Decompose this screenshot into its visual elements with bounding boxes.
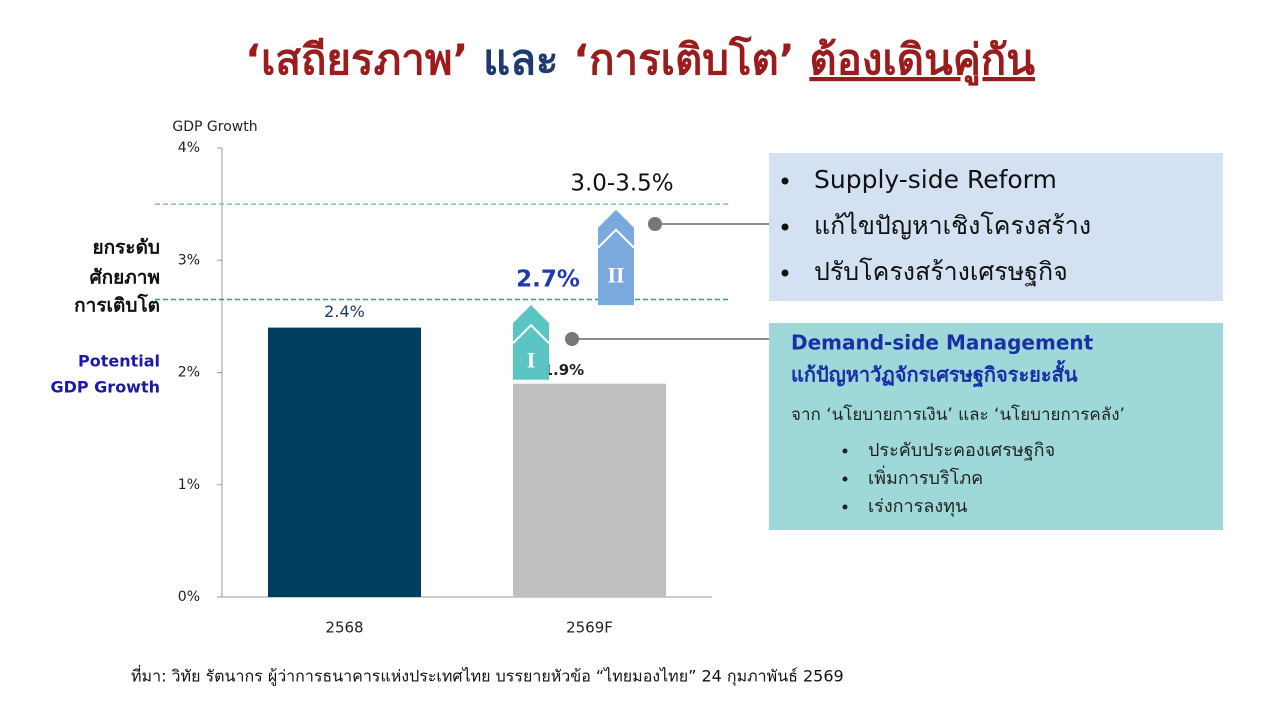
panel-heading: Demand-side Management [791, 331, 1094, 355]
panel-bullet: Supply-side Reform [814, 165, 1057, 194]
panel-bullet: แก้ไขปัญหาเชิงโครงสร้าง [814, 211, 1091, 240]
y-tick-label: 0% [178, 589, 200, 605]
y-tick-label: 3% [178, 252, 200, 268]
title-part: ‘การเติบโต’ [573, 35, 795, 84]
x-tick-label: 2568 [325, 619, 363, 637]
bullet [842, 504, 848, 510]
bullet [781, 269, 789, 277]
panel [769, 323, 1223, 530]
panel-bullet: ประคับประคองเศรษฐกิจ [868, 440, 1055, 461]
increment-label: II [607, 262, 624, 287]
increment-arrow [598, 209, 634, 306]
panel-bullet: เพิ่มการบริโภค [868, 465, 983, 489]
panel [769, 153, 1223, 301]
title-part: ‘เสถียรภาพ’ [245, 35, 468, 84]
bullet [842, 476, 848, 482]
increment-arrow [513, 305, 549, 380]
panel-bullet: เร่งการลงทุน [868, 496, 967, 517]
panel-subheading: จาก ‘นโยบายการเงิน’ และ ‘นโยบายการคลัง’ [791, 404, 1125, 425]
y-axis-label: GDP Growth [172, 119, 257, 135]
side-label: GDP Growth [50, 378, 160, 397]
arrow-chevron [597, 228, 635, 249]
connector-dot [648, 217, 662, 231]
panel-heading: แก้ปัญหาวัฏจักรเศรษฐกิจระยะสั้น [791, 360, 1078, 389]
increment-label: I [527, 347, 536, 372]
title-part: ต้องเดินคู่กัน [809, 35, 1035, 86]
x-tick-label: 2569F [566, 619, 613, 637]
y-tick-label: 2% [178, 365, 200, 381]
connector-dot [565, 332, 579, 346]
side-label: Potential [78, 352, 160, 371]
arrow-chevron [512, 323, 550, 344]
annotation: 3.0-3.5% [570, 171, 673, 197]
source: ที่มา: วิทัย รัตนากร ผู้ว่าการธนาคารแห่ง… [131, 665, 844, 687]
bullet [781, 177, 789, 185]
value-label: 2.4% [324, 302, 365, 321]
bar [513, 383, 666, 597]
title-part: และ [483, 35, 558, 84]
side-label: ศักยภาพ [90, 267, 160, 289]
bar [268, 327, 421, 597]
annotation: 2.7% [516, 267, 580, 293]
bullet [842, 448, 848, 454]
chart-title: ‘เสถียรภาพ’ และ ‘การเติบโต’ ต้องเดินคู่ก… [245, 35, 1035, 86]
y-tick-label: 4% [178, 140, 200, 156]
side-label: ยกระดับ [93, 237, 160, 259]
side-label: การเติบโต [74, 294, 160, 317]
y-tick-label: 1% [178, 477, 200, 493]
panel-bullet: ปรับโครงสร้างเศรษฐกิจ [814, 257, 1068, 286]
bullet [781, 223, 789, 231]
